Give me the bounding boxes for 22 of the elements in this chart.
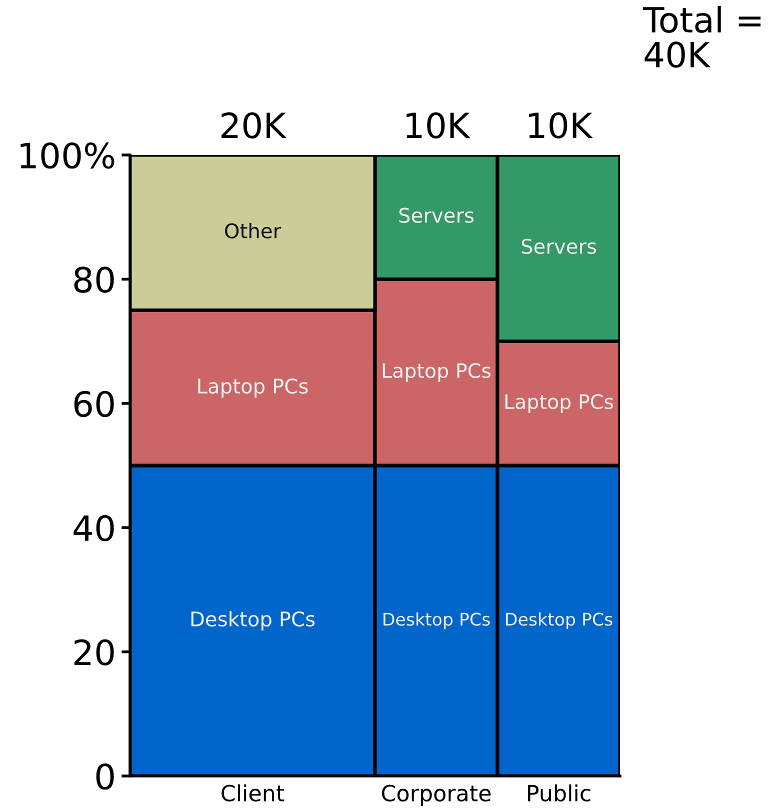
annotation: 20K bbox=[222, 112, 287, 139]
text: Desktop PCs bbox=[506, 612, 612, 630]
text: Desktop PCs bbox=[191, 611, 315, 630]
text: Servers bbox=[522, 238, 596, 254]
annotation: 10K bbox=[406, 112, 470, 139]
y-tick-label: 40 bbox=[74, 515, 114, 542]
y-tick-label: 20 bbox=[74, 639, 114, 666]
text: Laptop PCs bbox=[198, 378, 308, 398]
y-tick-label: 60 bbox=[74, 390, 114, 418]
y-tick-label: 0 bbox=[96, 763, 114, 790]
annotation: 10K bbox=[529, 112, 593, 139]
series-label: Desktop PCs bbox=[384, 612, 490, 630]
x-tick-label: Corporate bbox=[382, 784, 491, 806]
text: Laptop PCs bbox=[505, 394, 614, 413]
y-tick-label: 100% bbox=[20, 142, 114, 169]
series-label: Servers bbox=[399, 208, 474, 223]
y-tick-label: 80 bbox=[74, 266, 114, 293]
text: Total = 40K bbox=[642, 6, 761, 68]
series-label: Other bbox=[225, 222, 282, 238]
x-tick-label: Public bbox=[528, 784, 590, 802]
series-label: Laptop PCs bbox=[382, 363, 491, 382]
x-tick-label: Client bbox=[222, 784, 284, 802]
